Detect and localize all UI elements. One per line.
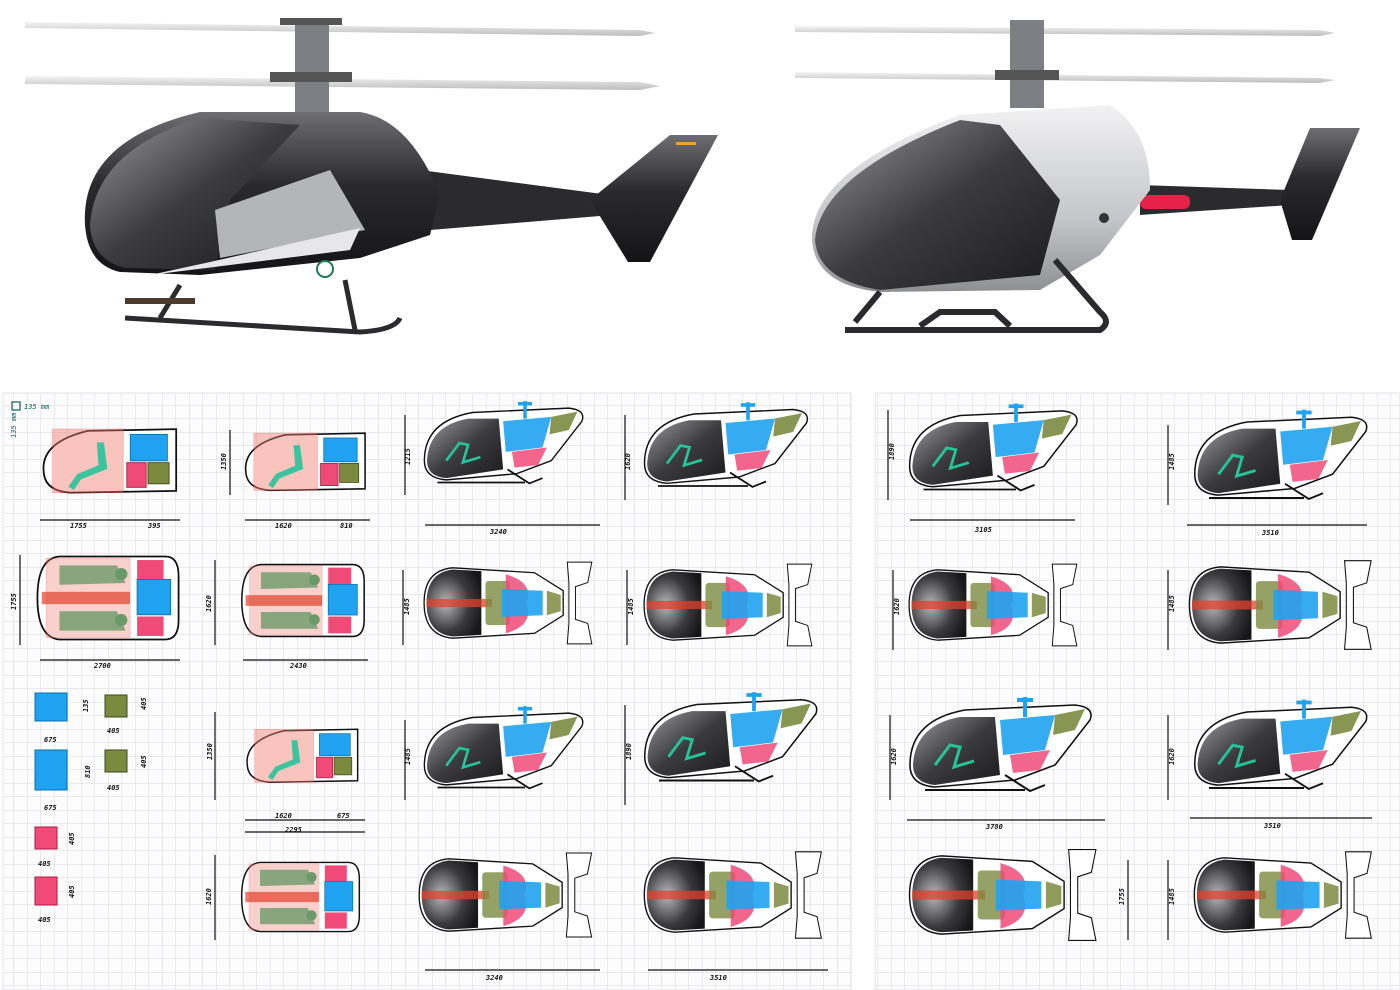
rotor-mast (1010, 20, 1044, 108)
rotor-mast (295, 18, 329, 113)
dim-label: 405 (140, 755, 148, 768)
scale-note-side: 135 mm (10, 412, 18, 438)
dim-label: 3780 (985, 823, 1003, 831)
dim-label: 810 (84, 765, 92, 778)
dim-label: 1620 (624, 453, 632, 470)
helicopter-render-dark (25, 18, 718, 335)
dim-label: 395 (147, 522, 161, 530)
dim-label: 405 (107, 727, 120, 735)
dim-label: 1890 (625, 743, 633, 760)
dim-label: 135 (82, 699, 90, 712)
tail-fin (1280, 128, 1360, 240)
dim-label: 405 (38, 860, 51, 868)
dim-label: 3240 (485, 974, 503, 982)
dim-label: 1485 (1168, 453, 1176, 470)
scale-note-square: 135 mm (24, 403, 50, 411)
cabin-side-sketch-c (245, 728, 359, 784)
dim-label: 3510 (1263, 822, 1281, 830)
dim-label: 1620 (275, 522, 292, 530)
dim-label: 675 (44, 736, 57, 744)
dim-label: 1215 (404, 448, 412, 465)
dim-label: 2430 (289, 662, 307, 670)
scale-square (11, 401, 21, 411)
dim-label: 1485 (403, 598, 411, 615)
component-size-legend: 135 675 405 405 810 675 405 405 405 405 … (34, 692, 148, 924)
dim-label: 1755 (1118, 888, 1126, 905)
medical-emblem (316, 260, 334, 278)
dim-label: 405 (68, 832, 76, 845)
dim-label: 675 (44, 804, 57, 812)
dim-label: 1755 (10, 593, 18, 610)
dim-label: 3510 (1261, 529, 1279, 537)
dim-label: 1755 (70, 522, 87, 530)
dim-label: 405 (140, 697, 148, 710)
cabin-top-sketch-c (240, 861, 361, 933)
cabin-top-sketch-a (36, 555, 180, 641)
dim-label: 1620 (205, 888, 213, 905)
landing-skid (124, 279, 403, 335)
dim-label: 1485 (1168, 595, 1176, 612)
dim-label: 405 (107, 784, 120, 792)
dim-label: 1485 (627, 598, 635, 615)
landing-skid (845, 258, 1109, 333)
dim-label: 810 (340, 522, 353, 530)
dim-label: 2295 (284, 826, 302, 834)
dim-label: 1620 (205, 595, 213, 612)
dim-label: 405 (38, 916, 51, 924)
dim-label: 1620 (275, 812, 292, 820)
dim-label: 3240 (489, 528, 507, 536)
canopy-glass (815, 120, 1060, 290)
dim-label: 1620 (893, 598, 901, 615)
cabin-side-sketch-b (244, 432, 366, 492)
canopy-glass (90, 118, 300, 270)
cabin-side-sketch-a (42, 428, 178, 494)
rotor-blade-lower (25, 76, 660, 90)
dim-label: 405 (68, 885, 76, 898)
tail-light (1140, 195, 1190, 209)
dim-label: 1620 (890, 748, 898, 765)
dim-label: 2700 (93, 662, 111, 670)
dim-label: 675 (337, 812, 350, 820)
tail-boom (420, 170, 612, 230)
rotor-blade-lower (795, 72, 1335, 83)
dim-label: 3105 (974, 526, 992, 534)
tail-fin (590, 135, 718, 262)
dim-label: 1620 (1168, 748, 1176, 765)
rotor-blade-upper (25, 22, 655, 36)
dim-label: 1485 (404, 748, 412, 765)
helicopter-render-silver (795, 20, 1360, 333)
dim-label: 1350 (220, 453, 228, 470)
dim-label: 1485 (1168, 888, 1176, 905)
dim-label: 3510 (709, 974, 727, 982)
dim-label: 1350 (206, 743, 214, 760)
lower-skirt (150, 228, 360, 275)
rotor-blade-upper (795, 26, 1335, 36)
cabin-top-sketch-b (241, 563, 365, 638)
dim-label: 1890 (888, 443, 896, 460)
